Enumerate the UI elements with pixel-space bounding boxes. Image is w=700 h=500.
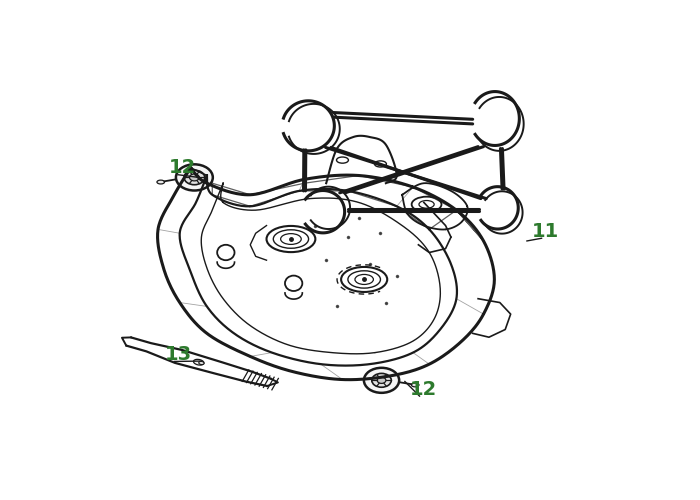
Ellipse shape	[176, 164, 213, 190]
Ellipse shape	[412, 383, 419, 387]
Ellipse shape	[193, 360, 204, 365]
Text: 11: 11	[532, 222, 559, 241]
Ellipse shape	[184, 170, 204, 184]
Ellipse shape	[377, 377, 386, 384]
Ellipse shape	[157, 180, 164, 184]
Ellipse shape	[190, 174, 200, 181]
Text: 12: 12	[169, 158, 196, 178]
Text: 12: 12	[410, 380, 438, 398]
Ellipse shape	[364, 368, 399, 393]
Ellipse shape	[372, 374, 391, 387]
Text: 13: 13	[165, 345, 192, 364]
Ellipse shape	[199, 362, 204, 364]
